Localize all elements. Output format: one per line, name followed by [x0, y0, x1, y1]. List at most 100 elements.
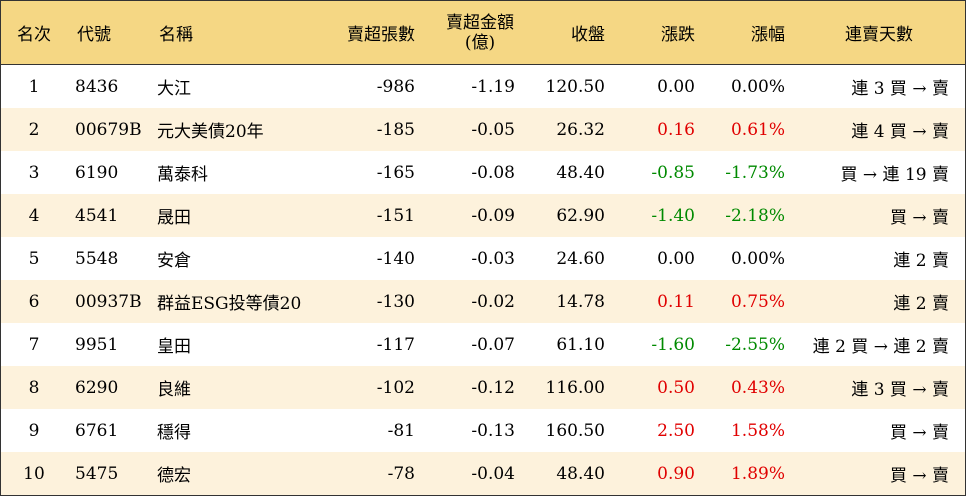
header-rank[interactable]: 名次	[17, 25, 51, 45]
cell-name[interactable]: 萬泰科	[157, 165, 208, 185]
header-net-sell-amount-unit: (億)	[464, 32, 496, 53]
cell-code[interactable]: 4541	[75, 205, 119, 226]
cell-net-sell-amount: -0.03	[471, 248, 515, 269]
table-row[interactable]: 5 5548 安倉 -140 -0.03 24.60 0.00 0.00% 連 2 賣	[1, 237, 965, 280]
cell-change-pct: 0.43%	[730, 377, 785, 398]
cell-net-sell-lots: -986	[376, 76, 415, 97]
cell-code[interactable]: 6761	[75, 420, 119, 441]
cell-rank: 10	[23, 463, 45, 484]
table-row[interactable]: 6 00937B 群益ESG投等債20 -130 -0.02 14.78 0.11 0.75%…	[1, 280, 965, 323]
header-change-pct[interactable]: 漲幅	[751, 25, 785, 45]
cell-consecutive-days: 買 → 賣	[889, 466, 949, 486]
cell-name[interactable]: 良維	[157, 380, 191, 400]
table-row[interactable]: 7 9951 皇田 -117 -0.07 61.10 -1.60 -2.55% 連 2 買 → …	[1, 323, 965, 366]
cell-change: 0.50	[657, 377, 695, 398]
cell-change: 0.90	[657, 463, 695, 484]
cell-change-pct: -2.55%	[725, 334, 785, 355]
table-row[interactable]: 1 8436 大江 -986 -1.19 120.50 0.00 0.00% 連 3 買 → 賣	[1, 65, 965, 108]
cell-change-pct: -2.18%	[725, 205, 785, 226]
cell-change-pct: 0.00%	[730, 248, 785, 269]
cell-consecutive-days: 連 2 買 → 連 2 賣	[812, 337, 949, 357]
cell-close: 48.40	[556, 162, 605, 183]
cell-rank: 3	[28, 162, 40, 183]
cell-net-sell-lots: -117	[376, 334, 415, 355]
header-net-sell-amount-line1: 賣超金額	[446, 12, 514, 33]
cell-net-sell-amount: -0.04	[471, 463, 515, 484]
cell-net-sell-amount: -0.09	[471, 205, 515, 226]
cell-net-sell-lots: -78	[387, 463, 415, 484]
cell-change: -0.85	[651, 162, 695, 183]
cell-close: 14.78	[556, 291, 605, 312]
table-row[interactable]: 4 4541 晟田 -151 -0.09 62.90 -1.40 -2.18% 買 → 賣	[1, 194, 965, 237]
cell-consecutive-days: 連 2 賣	[893, 251, 949, 271]
cell-net-sell-lots: -151	[376, 205, 415, 226]
cell-change: 0.16	[657, 119, 695, 140]
table-row[interactable]: 3 6190 萬泰科 -165 -0.08 48.40 -0.85 -1.73% 買 → 連 1…	[1, 151, 965, 194]
cell-rank: 7	[28, 334, 40, 355]
cell-net-sell-lots: -185	[376, 119, 415, 140]
header-code[interactable]: 代號	[77, 25, 111, 45]
cell-code[interactable]: 6190	[75, 162, 119, 183]
cell-net-sell-amount: -0.13	[471, 420, 515, 441]
cell-change: 0.11	[657, 291, 695, 312]
cell-net-sell-amount: -1.19	[471, 76, 515, 97]
table-row[interactable]: 8 6290 良維 -102 -0.12 116.00 0.50 0.43% 連 3 買 → 賣	[1, 366, 965, 409]
cell-net-sell-lots: -102	[376, 377, 415, 398]
cell-name[interactable]: 皇田	[157, 337, 191, 357]
cell-code[interactable]: 00937B	[75, 291, 142, 312]
cell-name[interactable]: 安倉	[157, 251, 191, 271]
cell-change: 0.00	[657, 76, 695, 97]
table-row[interactable]: 2 00679B 元大美債20年 -185 -0.05 26.32 0.16 0.61% 連 4…	[1, 108, 965, 151]
cell-code[interactable]: 5475	[75, 463, 119, 484]
cell-change-pct: 0.61%	[730, 119, 785, 140]
cell-name[interactable]: 群益ESG投等債20	[157, 294, 302, 314]
cell-net-sell-lots: -81	[387, 420, 415, 441]
cell-consecutive-days: 連 2 賣	[893, 294, 949, 314]
cell-net-sell-amount: -0.07	[471, 334, 515, 355]
table-body: 1 8436 大江 -986 -1.19 120.50 0.00 0.00% 連 3 買 → 賣…	[1, 65, 965, 495]
table-row[interactable]: 9 6761 穩得 -81 -0.13 160.50 2.50 1.58% 買 → 賣	[1, 409, 965, 452]
cell-net-sell-lots: -140	[376, 248, 415, 269]
cell-net-sell-amount: -0.05	[471, 119, 515, 140]
cell-rank: 6	[28, 291, 40, 312]
cell-change-pct: -1.73%	[725, 162, 785, 183]
header-close[interactable]: 收盤	[571, 25, 605, 45]
cell-close: 61.10	[556, 334, 605, 355]
cell-rank: 1	[28, 76, 40, 97]
header-consecutive-days[interactable]: 連賣天數	[845, 25, 913, 45]
cell-name[interactable]: 穩得	[157, 423, 191, 443]
cell-consecutive-days: 買 → 賣	[889, 208, 949, 228]
cell-change: 2.50	[657, 420, 695, 441]
cell-rank: 2	[28, 119, 40, 140]
cell-change-pct: 1.58%	[730, 420, 785, 441]
cell-consecutive-days: 買 → 連 19 賣	[840, 165, 950, 185]
cell-name[interactable]: 德宏	[157, 466, 191, 486]
cell-close: 116.00	[545, 377, 605, 398]
header-name[interactable]: 名稱	[159, 25, 193, 45]
cell-code[interactable]: 9951	[75, 334, 119, 355]
cell-code[interactable]: 00679B	[75, 119, 142, 140]
cell-code[interactable]: 8436	[75, 76, 119, 97]
header-net-sell-amount[interactable]: 賣超金額 (億)	[415, 13, 515, 53]
cell-change: 0.00	[657, 248, 695, 269]
cell-rank: 5	[28, 248, 40, 269]
cell-close: 24.60	[556, 248, 605, 269]
cell-close: 48.40	[556, 463, 605, 484]
cell-change-pct: 1.89%	[730, 463, 785, 484]
table-header: 名次 代號 名稱 賣超張數 賣超金額 (億) 收盤 漲跌 漲幅 連賣天數	[1, 1, 965, 65]
cell-net-sell-lots: -130	[376, 291, 415, 312]
cell-consecutive-days: 連 3 買 → 賣	[851, 79, 949, 99]
cell-code[interactable]: 6290	[75, 377, 119, 398]
cell-close: 62.90	[556, 205, 605, 226]
cell-rank: 9	[28, 420, 40, 441]
cell-change-pct: 0.00%	[730, 76, 785, 97]
table-row[interactable]: 10 5475 德宏 -78 -0.04 48.40 0.90 1.89% 買 → 賣	[1, 452, 965, 495]
cell-code[interactable]: 5548	[75, 248, 119, 269]
cell-name[interactable]: 大江	[157, 79, 191, 99]
cell-name[interactable]: 元大美債20年	[157, 122, 264, 142]
cell-name[interactable]: 晟田	[157, 208, 191, 228]
cell-net-sell-amount: -0.08	[471, 162, 515, 183]
header-change[interactable]: 漲跌	[661, 25, 695, 45]
header-net-sell-lots[interactable]: 賣超張數	[347, 25, 415, 45]
